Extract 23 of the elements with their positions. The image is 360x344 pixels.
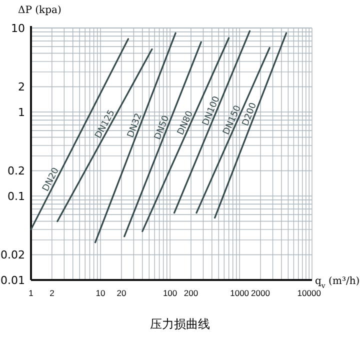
text: DN50: [153, 114, 172, 142]
text: DN32: [126, 112, 144, 140]
x-tick-label: 20: [116, 288, 126, 298]
y-tick-label: 0.02: [0, 248, 25, 262]
y-tick-label: 0.1: [8, 190, 25, 203]
text: DN80: [176, 109, 196, 137]
x-axis-title: q$_{v}$ (m³/h): [315, 276, 360, 290]
x-tick-label: 200: [184, 288, 198, 298]
y-tick-label: 10: [11, 22, 25, 35]
x-tick-label: 2000: [251, 288, 270, 298]
y-tick-label: 0.2: [8, 164, 25, 178]
y-axis-title: ΔP (kpa): [18, 5, 62, 16]
x-tick-label: 2: [50, 288, 55, 298]
y-tick-label: 2: [18, 80, 25, 94]
x-tick-label: 100: [162, 288, 178, 298]
x-tick-label: 1: [28, 288, 34, 298]
y-tick-label: 1: [18, 106, 25, 119]
x-tick-label: 10: [96, 288, 106, 298]
text: D200: [240, 101, 260, 128]
x-tick-label: 10000: [297, 288, 322, 298]
text: 压力损曲线: [150, 317, 210, 331]
y-tick-label: 0.01: [0, 274, 25, 287]
x-tick-label: 1000: [230, 288, 250, 298]
